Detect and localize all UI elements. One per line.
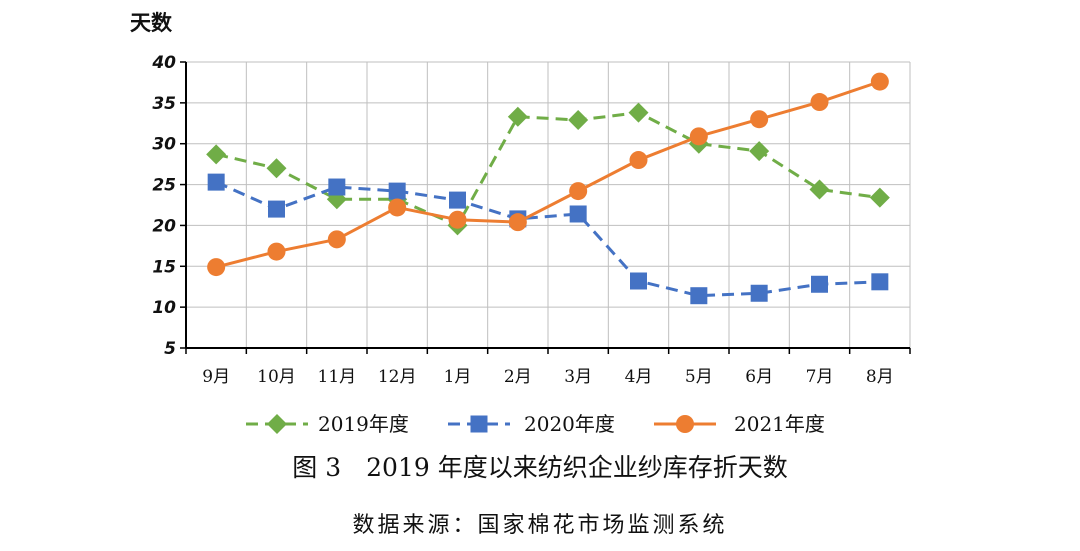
legend-marker (470, 415, 488, 433)
data-point (871, 273, 889, 291)
data-point (689, 127, 708, 146)
series-2021年度 (207, 72, 889, 277)
legend-label: 2021年度 (734, 412, 825, 436)
data-point (327, 230, 346, 249)
series-line (215, 111, 881, 227)
x-tick-label: 9月 (202, 367, 230, 387)
y-tick-label: 5 (164, 339, 176, 359)
data-point (328, 178, 346, 196)
y-axis-ticks: 5 10 15 20 25 30 35 40 (151, 53, 186, 359)
legend: 2019年度 2020年度 2021年度 (246, 412, 825, 436)
chart-title: 图 3 2019 年度以来纺织企业纱库存折天数 (292, 453, 787, 482)
data-point (870, 72, 889, 91)
data-point (268, 200, 285, 218)
data-point (448, 210, 467, 229)
y-tick-label: 35 (152, 94, 176, 114)
x-tick-label: 6月 (745, 367, 773, 387)
legend-marker (676, 415, 694, 433)
legend-item: 2020年度 (448, 412, 615, 436)
data-point (207, 258, 226, 277)
x-tick-label: 4月 (625, 367, 653, 387)
y-tick-label: 40 (151, 53, 176, 73)
data-point (811, 275, 828, 293)
series-line (215, 80, 881, 269)
x-tick-label: 5月 (685, 367, 713, 387)
data-point (267, 242, 286, 261)
series-group (206, 72, 890, 305)
data-point (569, 205, 587, 223)
data-point (810, 93, 829, 112)
x-tick-label: 3月 (564, 367, 592, 387)
data-point (449, 191, 466, 209)
data-point (630, 272, 647, 290)
y-tick-label: 15 (152, 257, 176, 277)
x-tick-label: 2月 (504, 367, 532, 387)
legend-item: 2019年度 (246, 412, 409, 436)
data-point (266, 158, 287, 179)
y-tick-label: 30 (152, 135, 176, 155)
y-tick-label: 20 (152, 216, 176, 236)
data-point (388, 198, 407, 217)
x-tick-label: 8月 (866, 367, 894, 387)
data-point (750, 284, 768, 302)
x-axis-ticks: 9月 10月 11月 12月 1月 2月 3月 4月 5月 6月 7月 8月 (185, 348, 911, 387)
legend-label: 2020年度 (524, 412, 615, 436)
x-tick-label: 11月 (318, 367, 357, 387)
data-point (569, 182, 588, 201)
data-point (568, 110, 589, 131)
y-tick-label: 10 (152, 298, 176, 318)
data-point (629, 151, 648, 170)
x-tick-label: 7月 (806, 367, 834, 387)
x-tick-label: 12月 (378, 367, 417, 387)
legend-item: 2021年度 (654, 412, 825, 436)
series-line (215, 180, 880, 298)
data-point (508, 213, 527, 232)
legend-marker (267, 414, 287, 434)
data-point (809, 179, 830, 200)
data-point (388, 182, 406, 200)
data-point (750, 110, 769, 129)
x-tick-label: 10月 (257, 367, 296, 387)
x-tick-label: 1月 (444, 367, 472, 387)
data-point (869, 187, 890, 208)
data-point (690, 287, 708, 305)
data-point (206, 144, 227, 165)
data-point (507, 106, 528, 127)
legend-label: 2019年度 (318, 412, 409, 436)
data-source-note: 数据来源：国家棉花市场监测系统 (352, 513, 727, 538)
data-point (628, 102, 649, 123)
y-axis-label: 天数 (130, 11, 173, 35)
y-tick-label: 25 (152, 176, 176, 196)
data-point (207, 173, 225, 191)
data-point (749, 141, 770, 162)
